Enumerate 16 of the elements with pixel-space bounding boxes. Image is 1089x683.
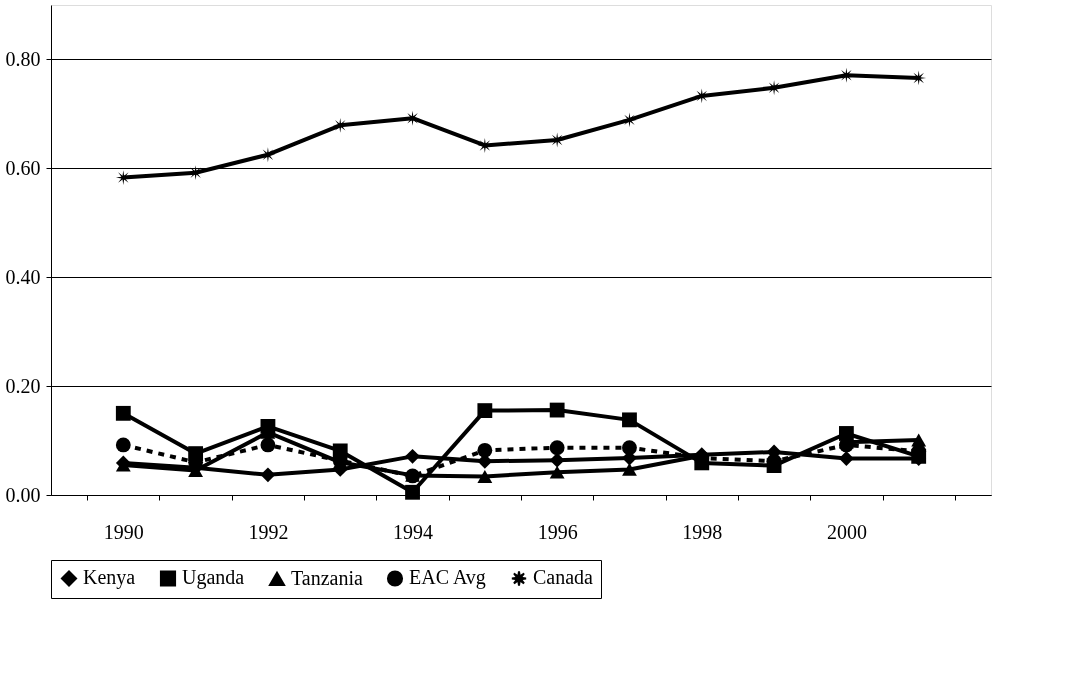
legend-label: Tanzania	[291, 566, 364, 589]
y-tick-label: 0.60	[5, 156, 41, 179]
x-tick-label: 1994	[393, 520, 434, 543]
y-tick-label: 0.40	[5, 265, 41, 288]
legend-label: Kenya	[83, 566, 136, 590]
x-tick-label: 2000	[826, 520, 867, 543]
x-tick-label: 1990	[103, 520, 144, 543]
y-tick-label: 0.20	[5, 374, 41, 397]
y-tick-label: 0.80	[5, 47, 41, 70]
y-tick-label: 0.00	[5, 483, 41, 506]
x-tick-label: 1996	[537, 520, 578, 543]
legend-label: Canada	[533, 566, 594, 589]
legend-label: Uganda	[182, 566, 245, 590]
legend-label: EAC Avg	[409, 566, 486, 590]
x-tick-label: 1998	[682, 520, 723, 543]
x-tick-label: 1992	[248, 520, 289, 543]
